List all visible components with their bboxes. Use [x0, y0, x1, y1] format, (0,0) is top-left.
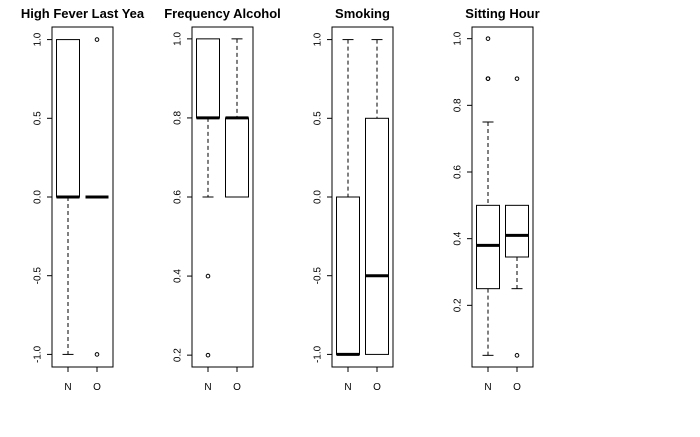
category-label: N: [344, 382, 351, 393]
panel-title: Sitting Hour: [465, 6, 539, 21]
box-O: O: [85, 37, 109, 393]
panel-title: Smoking: [335, 6, 390, 21]
y-tick-label: 0.6: [173, 190, 184, 204]
iqr-box: [365, 117, 389, 355]
box-N: N: [56, 39, 80, 393]
box-N: N: [336, 39, 360, 393]
y-tick-label: 1.0: [173, 31, 184, 45]
iqr-box: [225, 117, 249, 198]
y-tick-label: -1.0: [313, 345, 324, 363]
y-tick-label: 1.0: [313, 32, 324, 46]
y-tick-label: 1.0: [453, 31, 464, 45]
box-O: O: [225, 38, 249, 393]
y-tick-label: 0.8: [453, 98, 464, 112]
iqr-box: [505, 204, 529, 258]
box-N: N: [196, 38, 220, 393]
box-O: O: [505, 76, 529, 393]
panel-3: Smoking -1.0 -0.5 0.0 0.5 1.0 N O: [313, 6, 394, 393]
panel-title: High Fever Last Yea: [21, 6, 145, 21]
iqr-box: [476, 204, 500, 290]
box-N: N: [476, 36, 500, 393]
category-label: O: [513, 382, 521, 393]
category-label: N: [64, 382, 71, 393]
box-O: O: [365, 39, 389, 393]
iqr-box: [56, 39, 80, 198]
y-tick-label: 0.5: [313, 111, 324, 125]
iqr-box: [336, 196, 360, 355]
y-tick-label: 0.2: [453, 298, 464, 312]
outlier-point: [514, 76, 520, 81]
y-tick-label: -0.5: [313, 267, 324, 285]
y-tick-label: 1.0: [33, 32, 44, 46]
iqr-box: [196, 38, 220, 119]
category-label: N: [204, 382, 211, 393]
outlier-point: [205, 273, 211, 279]
y-tick-label: 0.8: [173, 111, 184, 125]
plot-frame: [471, 26, 534, 368]
outlier-point: [514, 353, 520, 358]
panel-2: Frequency Alcohol 0.2 0.4 0.6 0.8 1.0 N O: [164, 6, 281, 393]
category-label: N: [484, 382, 491, 393]
outlier-point: [94, 37, 100, 42]
category-label: O: [233, 382, 241, 393]
outlier-point: [94, 352, 100, 357]
y-tick-label: 0.4: [173, 269, 184, 283]
y-tick-label: 0.5: [33, 111, 44, 125]
outlier-point: [485, 76, 491, 81]
category-label: O: [93, 382, 101, 393]
y-tick-label: -0.5: [33, 267, 44, 285]
outlier-point: [205, 352, 211, 358]
outlier-point: [485, 36, 491, 41]
y-tick-label: 0.0: [33, 190, 44, 204]
y-tick-label: 0.4: [453, 231, 464, 245]
panel-4: Sitting Hour 0.2 0.4 0.6 0.8 1.0 N O: [453, 6, 540, 393]
y-tick-label: 0.6: [453, 165, 464, 179]
panel-1: High Fever Last Yea -1.0 -0.5 0.0 0.5 1.0 N O: [21, 6, 145, 393]
y-tick-label: -1.0: [33, 345, 44, 363]
category-label: O: [373, 382, 381, 393]
panel-title: Frequency Alcohol: [164, 6, 281, 21]
y-tick-label: 0.2: [173, 348, 184, 362]
y-tick-label: 0.0: [313, 190, 324, 204]
